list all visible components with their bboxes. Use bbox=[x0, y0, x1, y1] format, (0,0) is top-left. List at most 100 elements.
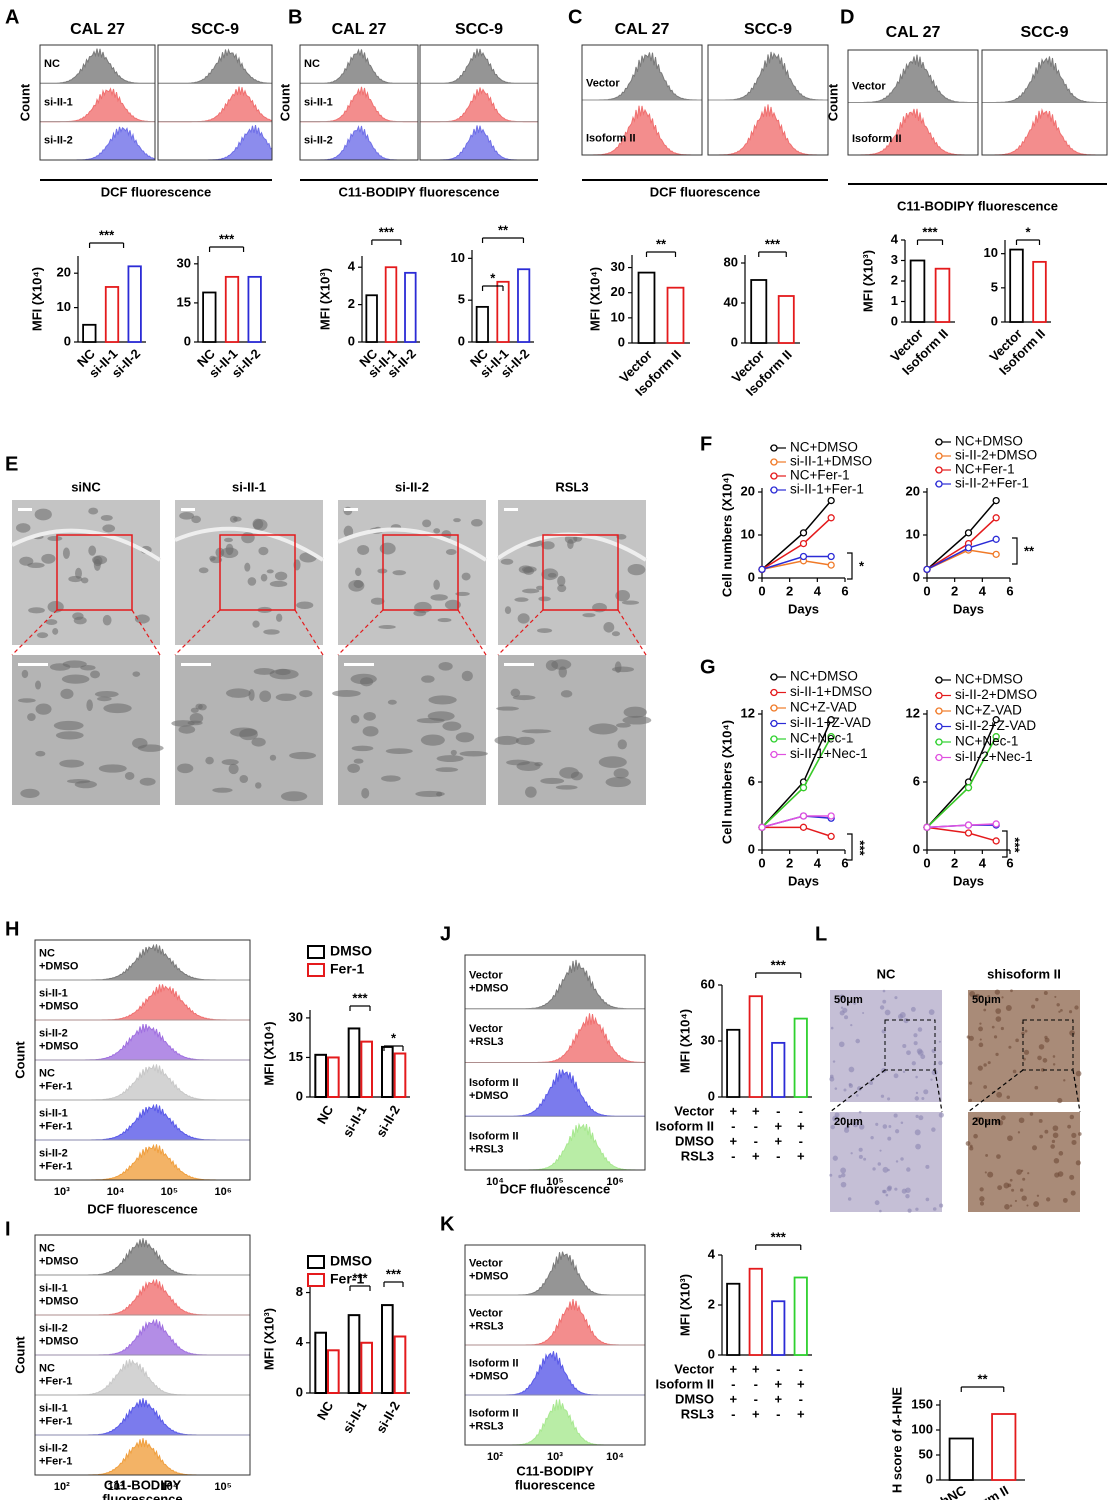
organelle bbox=[93, 558, 101, 571]
y-tick-label: 10 bbox=[57, 299, 71, 314]
row-label: si-II-2 bbox=[44, 135, 73, 147]
cell-nucleus bbox=[917, 1027, 923, 1032]
cell-nucleus bbox=[1016, 1169, 1022, 1175]
organelle bbox=[269, 580, 288, 587]
y-tick-label: 12 bbox=[741, 705, 755, 720]
row-label: si-II-2 bbox=[39, 1442, 68, 1454]
organelle bbox=[455, 732, 475, 743]
organelle bbox=[442, 721, 462, 731]
organelle bbox=[88, 545, 97, 556]
cell-nucleus bbox=[1040, 1067, 1045, 1072]
cell-nucleus bbox=[844, 1015, 849, 1020]
organelle bbox=[66, 779, 91, 784]
cell-nucleus bbox=[858, 1154, 863, 1159]
cell-nucleus bbox=[872, 1167, 876, 1171]
organelle bbox=[62, 547, 70, 559]
organelle bbox=[259, 690, 272, 703]
membrane bbox=[174, 526, 325, 562]
cell-nucleus bbox=[1035, 997, 1039, 1002]
y-tick-label: 20 bbox=[741, 483, 755, 498]
y-tick-label: 0 bbox=[296, 1384, 303, 1399]
cell-nucleus bbox=[1036, 1194, 1040, 1197]
y-tick-label: 4 bbox=[891, 231, 899, 246]
row-label: NC bbox=[39, 947, 55, 959]
x-tick-label: 10³ bbox=[54, 1186, 70, 1198]
bar bbox=[637, 271, 656, 344]
organelle bbox=[275, 693, 297, 701]
organelle bbox=[433, 579, 440, 590]
x-tick-label: 10⁵ bbox=[546, 1176, 563, 1188]
legend-label: si-II-2+Z-VAD bbox=[955, 718, 1036, 733]
y-tick-label: 10 bbox=[741, 526, 755, 541]
condition-sign: + bbox=[729, 1103, 737, 1118]
micrograph bbox=[12, 500, 160, 645]
cell-nucleus bbox=[995, 1016, 1002, 1022]
legend-marker bbox=[935, 722, 943, 731]
panel-label: G bbox=[700, 656, 716, 678]
legend-marker bbox=[935, 738, 943, 746]
bar bbox=[327, 1056, 340, 1099]
organelle bbox=[415, 790, 445, 797]
cell-nucleus bbox=[900, 1121, 904, 1124]
organelle bbox=[471, 519, 483, 527]
scale-bar bbox=[181, 663, 211, 666]
organelle bbox=[47, 536, 63, 542]
organelle bbox=[613, 768, 629, 779]
cell-nucleus bbox=[1037, 1055, 1042, 1061]
data-point bbox=[799, 539, 808, 548]
y-tick-label: 15 bbox=[289, 1049, 303, 1064]
row-label: Isoform II bbox=[469, 1131, 519, 1143]
cell-nucleus bbox=[1015, 1038, 1019, 1043]
x-axis-label: DCF fluorescence bbox=[101, 184, 212, 199]
organelle bbox=[28, 607, 45, 614]
row-label: +RSL3 bbox=[469, 1320, 504, 1332]
significance-label: ** bbox=[1024, 543, 1035, 558]
bar bbox=[771, 1041, 786, 1098]
row-label: +Fer-1 bbox=[39, 1080, 72, 1092]
organelle bbox=[248, 689, 255, 701]
condition-sign: + bbox=[752, 1103, 760, 1118]
significance-label: ** bbox=[498, 222, 509, 237]
organelle bbox=[496, 706, 519, 711]
y-tick-label: 2 bbox=[708, 1296, 715, 1311]
y-tick-label: 4 bbox=[348, 259, 356, 274]
bar bbox=[777, 295, 795, 344]
organelle bbox=[379, 542, 396, 555]
scale-bar bbox=[344, 508, 358, 511]
organelle bbox=[59, 759, 85, 768]
cell-nucleus bbox=[1043, 991, 1048, 995]
cell-nucleus bbox=[921, 1096, 925, 1100]
organelle bbox=[588, 723, 618, 735]
organelle bbox=[435, 767, 459, 773]
x-axis-label: Days bbox=[953, 601, 984, 616]
cell-nucleus bbox=[1054, 995, 1057, 998]
legend-marker bbox=[935, 707, 943, 715]
panel-label: E bbox=[5, 453, 18, 475]
image-label: RSL3 bbox=[555, 479, 588, 494]
condition-sign: - bbox=[776, 1148, 780, 1163]
organelle bbox=[103, 703, 132, 714]
bar bbox=[750, 279, 768, 344]
bar bbox=[793, 1276, 808, 1356]
x-tick-label: 10⁴ bbox=[486, 1176, 504, 1188]
organelle bbox=[20, 788, 40, 798]
scale-bar bbox=[181, 508, 195, 511]
legend-label: si-II-1+DMSO bbox=[790, 684, 872, 699]
organelle bbox=[621, 600, 640, 605]
row-label: NC bbox=[39, 1242, 55, 1254]
cell-nucleus bbox=[839, 994, 845, 1000]
y-tick-label: 10 bbox=[611, 309, 625, 324]
cell-nucleus bbox=[931, 1127, 936, 1132]
cell-nucleus bbox=[928, 1009, 935, 1015]
cell-nucleus bbox=[1057, 1097, 1063, 1104]
cell-nucleus bbox=[979, 1022, 982, 1025]
cell-nucleus bbox=[901, 1188, 907, 1194]
image-label: si-II-2 bbox=[395, 479, 429, 494]
row-label: +Fer-1 bbox=[39, 1455, 72, 1467]
cell-nucleus bbox=[1058, 1151, 1064, 1156]
row-label: si-II-1 bbox=[39, 1402, 68, 1414]
zoom-line bbox=[617, 609, 647, 656]
organelle bbox=[437, 618, 452, 623]
condition-label: DMSO bbox=[675, 1391, 714, 1406]
significance-label: *** bbox=[853, 840, 868, 856]
